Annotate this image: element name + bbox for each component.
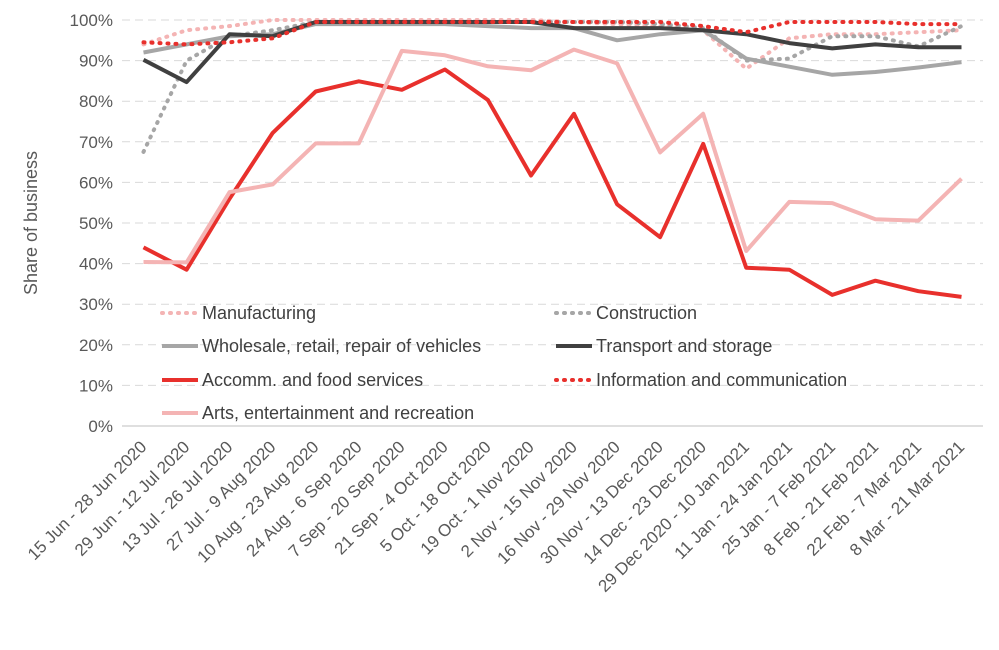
y-tick-label: 80% [79,92,113,111]
y-tick-label: 30% [79,295,113,314]
y-tick-label: 40% [79,255,113,274]
series-lines [141,18,964,299]
y-tick-label: 20% [79,336,113,355]
legend-label: Construction [596,303,697,323]
legend-label: Transport and storage [596,336,772,356]
legend: Manufacturing Construction Wholesale, reta… [160,303,847,423]
y-tick-label: 50% [79,214,113,233]
legend-label: Arts, entertainment and recreation [202,403,474,423]
y-tick-label: 0% [88,417,113,436]
series-line-construction [141,20,964,154]
series-line-arts-entertainment-and-recreation [143,47,963,265]
y-tick-label: 10% [79,376,113,395]
legend-label: Information and communication [596,370,847,390]
y-tick-label: 100% [70,11,113,30]
y-axis-title: Share of business [21,151,41,295]
y-tick-label: 90% [79,52,113,71]
legend-label: Accomm. and food services [202,370,423,390]
series-line-information-and-communication [141,20,964,47]
gridlines [122,19,983,427]
legend-label: Manufacturing [202,303,316,323]
y-axis-ticks: 0% 10% 20% 30% 40% 50% 60% 70% 80% 90% 100% [70,11,113,436]
series-line-accomm-and-food-services [142,67,962,299]
y-tick-label: 60% [79,173,113,192]
y-tick-label: 70% [79,133,113,152]
legend-label: Wholesale, retail, repair of vehicles [202,336,481,356]
